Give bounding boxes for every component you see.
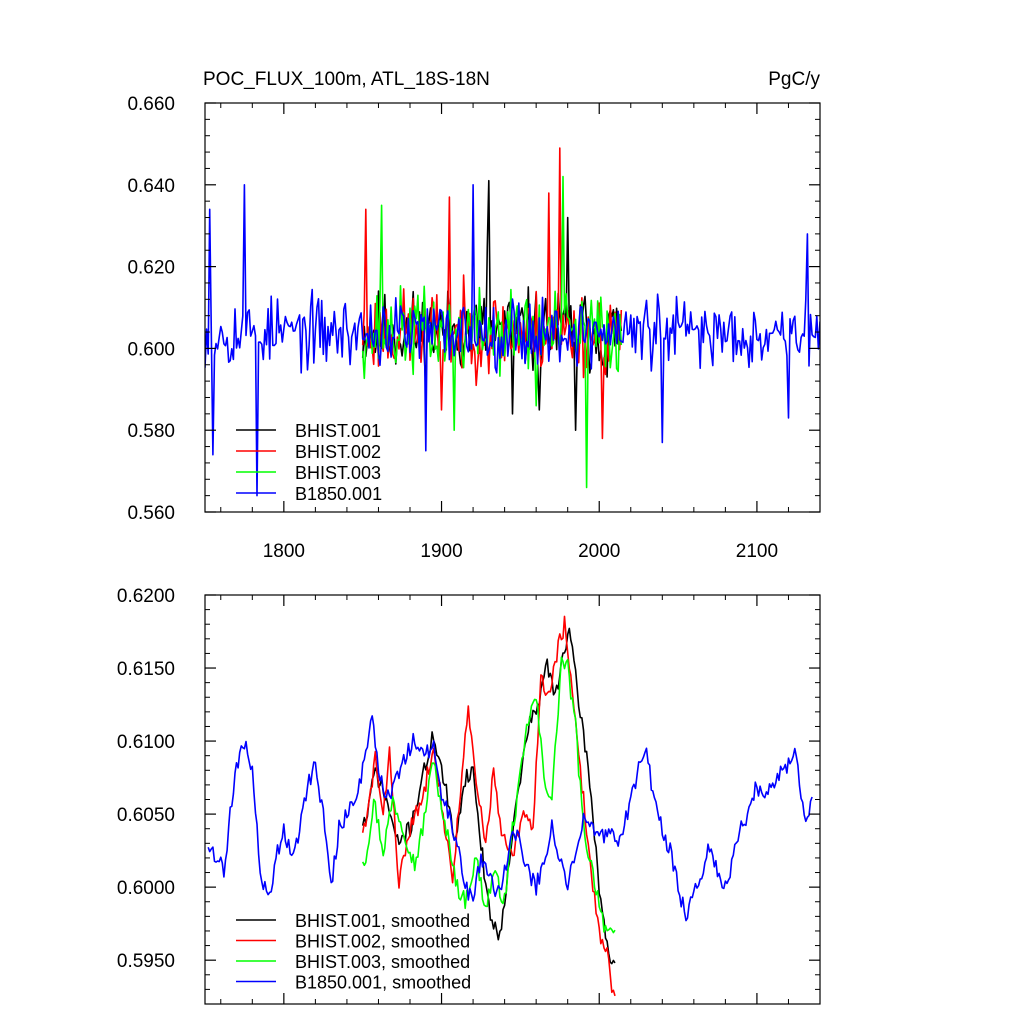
y-tick-label: 0.6100 xyxy=(117,732,175,753)
x-tick-label: 2100 xyxy=(736,541,778,562)
x-tick-label: 2000 xyxy=(578,541,620,562)
y-tick-label: 0.560 xyxy=(127,503,175,524)
units-label: PgC/y xyxy=(768,69,820,90)
legend-label: BHIST.002, smoothed xyxy=(295,932,470,952)
chart-title: POC_FLUX_100m, ATL_18S-18N xyxy=(203,69,490,90)
top-panel: 0.560 0.580 0.600 0.620 0.640 0.660 1800 1900 20… xyxy=(127,94,821,562)
legend-label: BHIST.003 xyxy=(295,463,381,483)
series-line-4 xyxy=(205,184,820,497)
y-tick-label: 0.6000 xyxy=(117,878,175,899)
x-tick-label: 1800 xyxy=(263,541,305,562)
series-line-4 xyxy=(207,715,813,922)
series-line-3 xyxy=(361,656,616,934)
x-tick-label: 1900 xyxy=(420,541,462,562)
y-tick-label: 0.620 xyxy=(127,258,175,279)
y-tick-label: 0.580 xyxy=(127,421,175,442)
legend-label: BHIST.003, smoothed xyxy=(295,952,470,972)
y-tick-label: 0.6150 xyxy=(117,659,175,680)
y-tick-label: 0.5950 xyxy=(117,951,175,972)
y-tick-label: 0.6200 xyxy=(117,586,175,607)
legend-label: BHIST.001 xyxy=(295,421,381,441)
y-tick-label: 0.660 xyxy=(127,94,175,115)
bottom-panel: 0.5950 0.6000 0.6050 0.6100 0.6150 0.6200 BHIS… xyxy=(117,586,821,1005)
plot-frame xyxy=(204,102,821,513)
legend-label: B1850.001 xyxy=(295,484,382,504)
legend-label: B1850.001, smoothed xyxy=(295,973,471,993)
y-tick-label: 0.600 xyxy=(127,339,175,360)
legend-label: BHIST.001, smoothed xyxy=(295,911,470,931)
legend-label: BHIST.002 xyxy=(295,442,381,462)
series-group xyxy=(207,615,813,997)
y-tick-label: 0.6050 xyxy=(117,805,175,826)
series-group xyxy=(205,147,820,497)
y-tick-label: 0.640 xyxy=(127,176,175,197)
